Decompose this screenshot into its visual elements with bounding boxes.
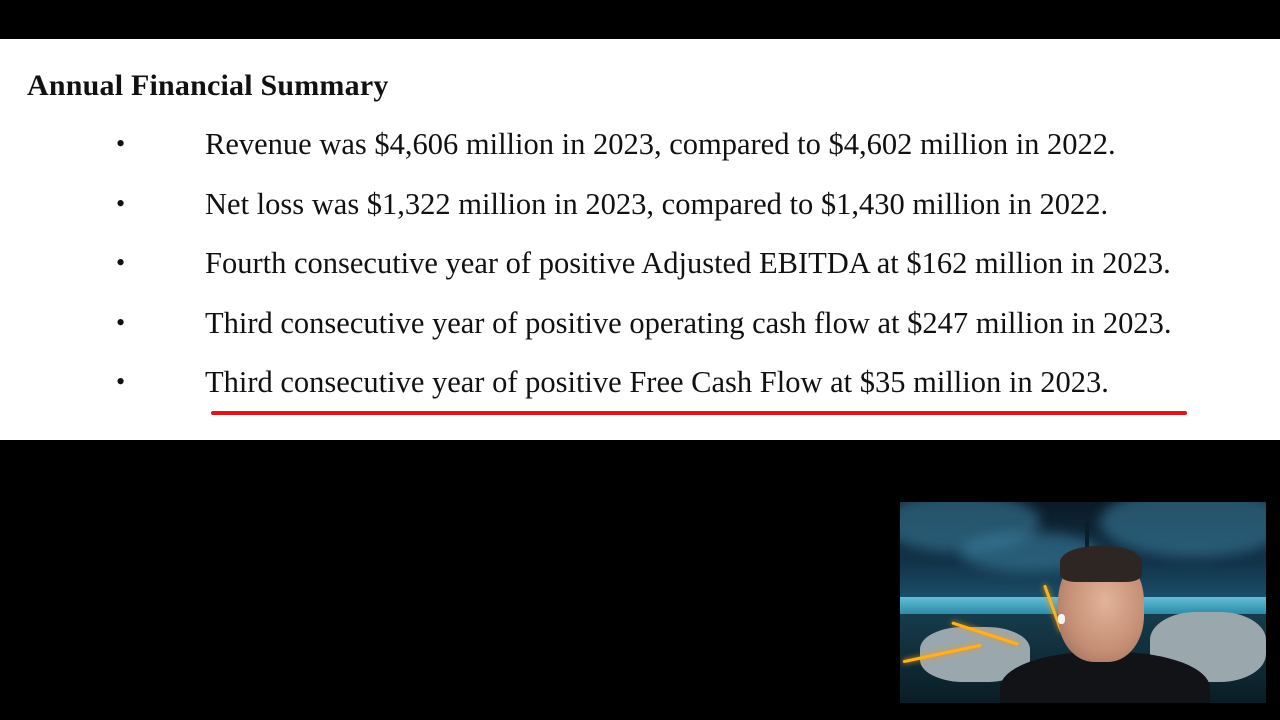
bullet-list: • Revenue was $4,606 million in 2023, co…	[0, 127, 1280, 425]
presentation-slide: Annual Financial Summary • Revenue was $…	[0, 39, 1280, 440]
slide-title: Annual Financial Summary	[27, 69, 389, 102]
webcam-overlay	[900, 502, 1266, 703]
bullet-marker: •	[116, 307, 126, 337]
earbud-icon	[1058, 614, 1065, 624]
bullet-item-adjusted-ebitda: • Fourth consecutive year of positive Ad…	[0, 246, 1280, 306]
bullet-marker: •	[116, 248, 126, 277]
bullet-text: Fourth consecutive year of positive Adju…	[205, 246, 1171, 280]
bullet-item-operating-cash-flow: • Third consecutive year of positive ope…	[0, 306, 1280, 366]
bullet-marker: •	[116, 367, 126, 396]
bullet-text: Revenue was $4,606 million in 2023, comp…	[205, 127, 1116, 161]
highlight-underline	[211, 411, 1187, 415]
bullet-marker: •	[116, 129, 126, 158]
bullet-text: Net loss was $1,322 million in 2023, com…	[205, 186, 1109, 221]
bullet-text: Third consecutive year of positive Free …	[205, 365, 1109, 399]
bullet-text: Third consecutive year of positive opera…	[205, 305, 1172, 340]
presenter-hair	[1060, 546, 1142, 582]
bullet-item-revenue: • Revenue was $4,606 million in 2023, co…	[0, 127, 1280, 187]
bullet-marker: •	[116, 188, 126, 218]
bullet-item-free-cash-flow: • Third consecutive year of positive Fre…	[0, 365, 1280, 425]
bullet-item-net-loss: • Net loss was $1,322 million in 2023, c…	[0, 187, 1280, 247]
